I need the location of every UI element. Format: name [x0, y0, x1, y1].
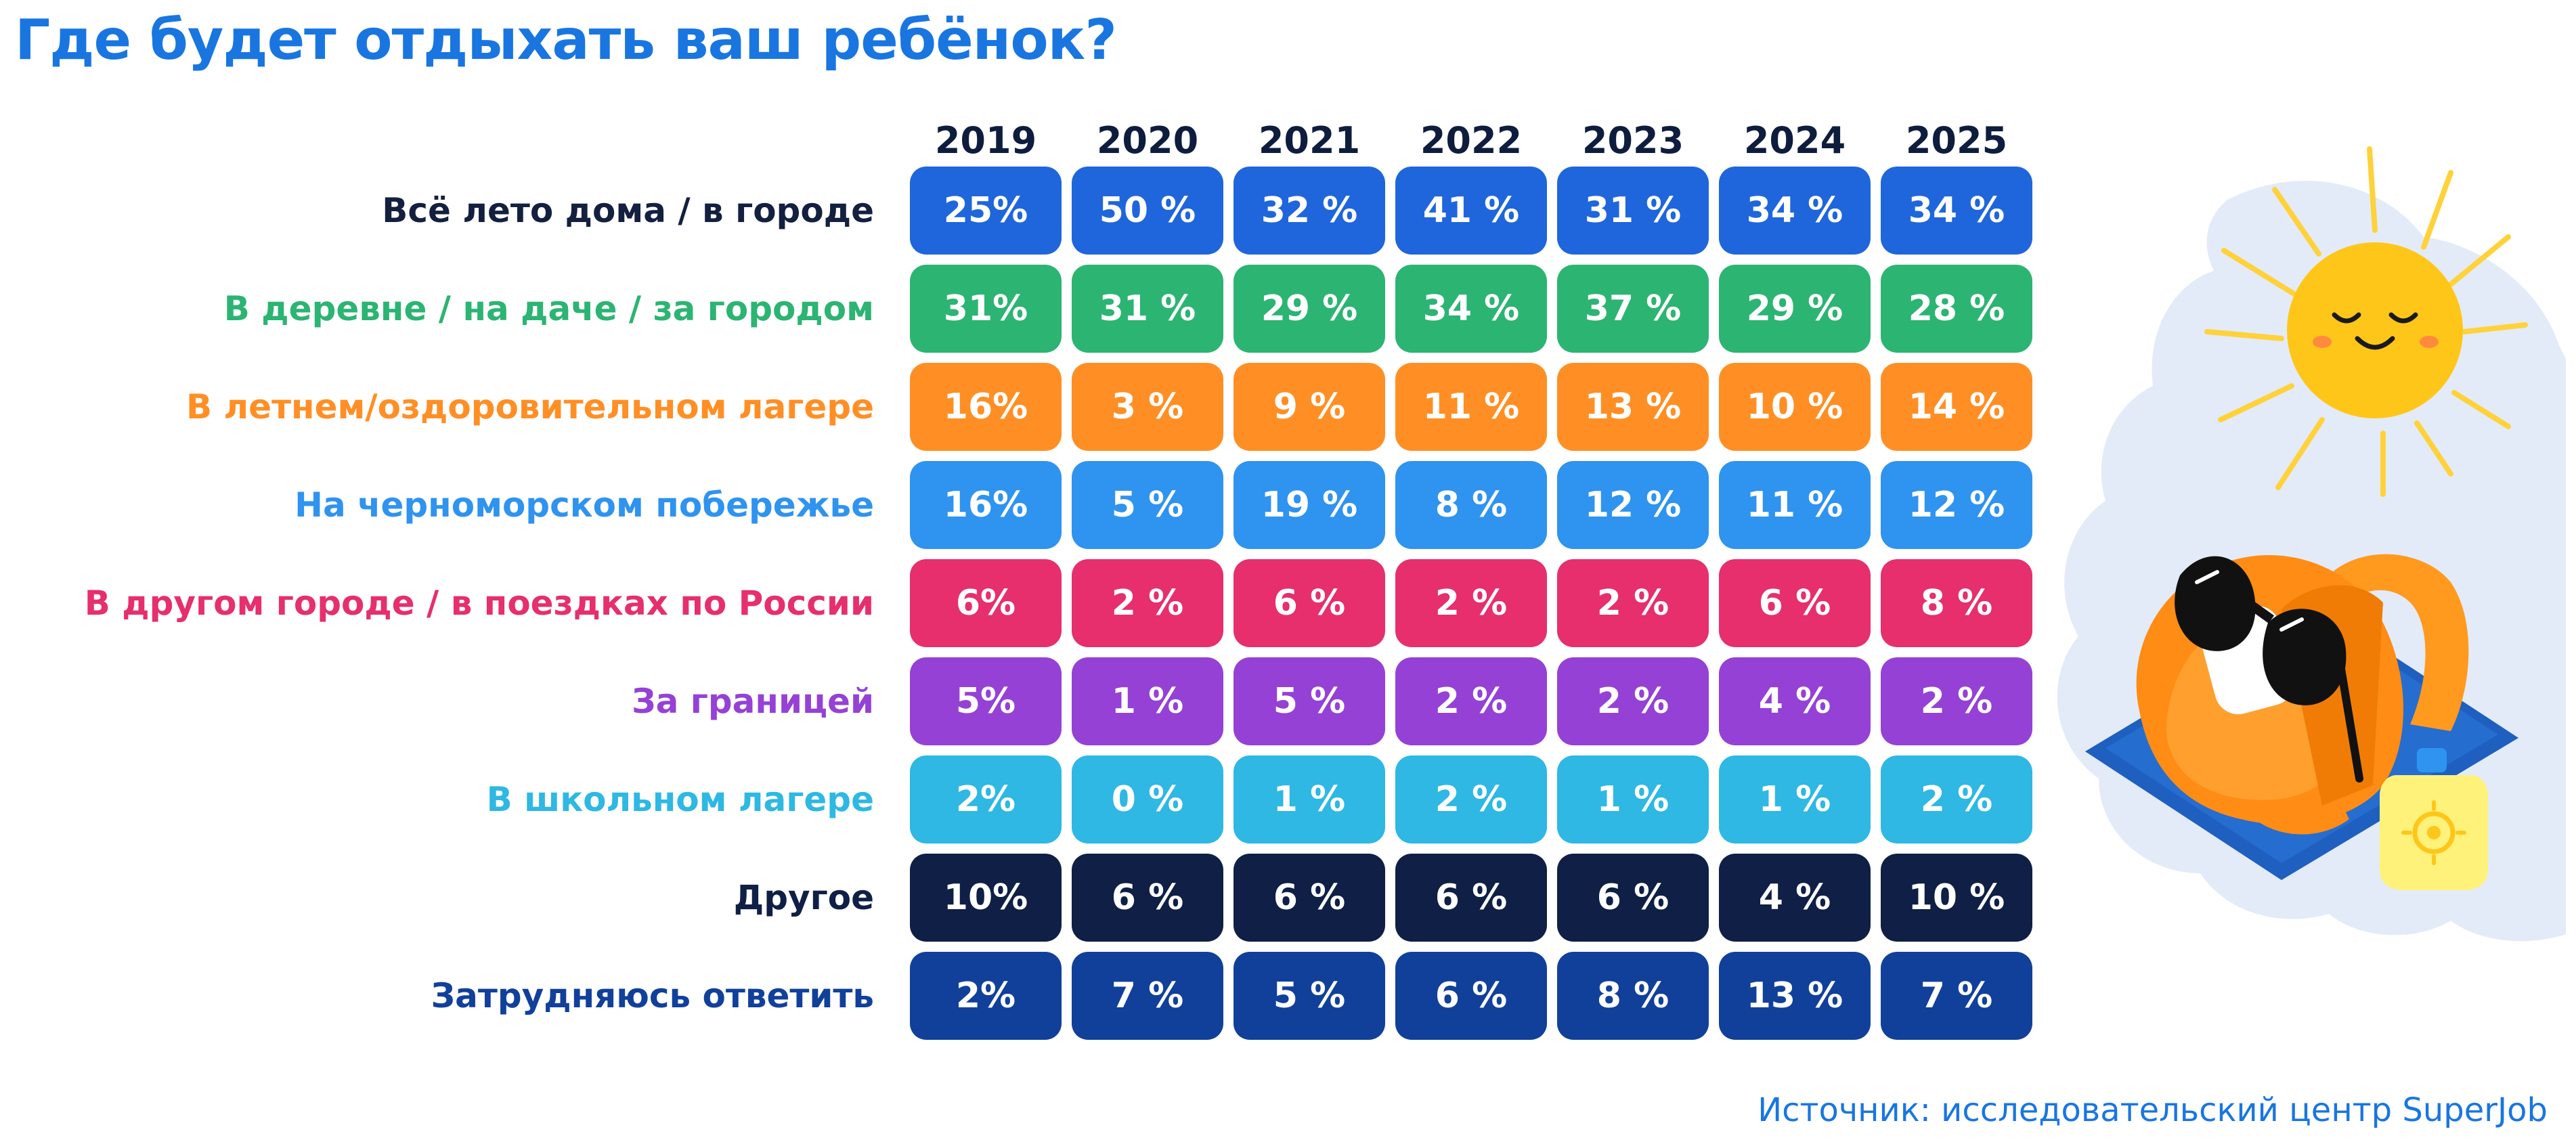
value-cell: 6 %: [1395, 854, 1547, 942]
value-cell: 7 %: [1881, 952, 2032, 1040]
value-cell: 2 %: [1072, 559, 1223, 647]
value-cell: 10%: [910, 854, 1062, 942]
backpack-with-sunglasses-icon: [2136, 554, 2469, 835]
value-cell: 25%: [910, 167, 1062, 255]
row-label: Другое: [733, 878, 874, 917]
page-title: Где будет отдыхать ваш ребёнок?: [15, 8, 1117, 72]
value-cell: 4 %: [1719, 854, 1871, 942]
illustration-svg: [2057, 146, 2566, 942]
value-cell: 1 %: [1557, 755, 1709, 843]
value-cell: 6 %: [1234, 854, 1385, 942]
value-cell: 6 %: [1719, 559, 1871, 647]
row-label: В школьном лагере: [486, 780, 874, 819]
value-cell: 12 %: [1557, 461, 1709, 549]
year-header-2023: 2023: [1581, 119, 1684, 162]
value-cell: 29 %: [1234, 265, 1385, 353]
value-cell: 41 %: [1395, 167, 1547, 255]
value-cell: 5 %: [1072, 461, 1223, 549]
value-cell: 1 %: [1072, 657, 1223, 745]
value-cell: 2%: [910, 952, 1062, 1040]
value-cell: 50 %: [1072, 167, 1223, 255]
value-cell: 5 %: [1234, 952, 1385, 1040]
value-cell: 9 %: [1234, 363, 1385, 451]
value-cell: 7 %: [1072, 952, 1223, 1040]
value-cell: 0 %: [1072, 755, 1223, 843]
value-cell: 28 %: [1881, 265, 2032, 353]
value-cell: 16%: [910, 363, 1062, 451]
value-cell: 1 %: [1234, 755, 1385, 843]
value-cell: 2 %: [1881, 657, 2032, 745]
value-cell: 2 %: [1557, 657, 1709, 745]
smiling-sun-icon: [2204, 146, 2528, 497]
row-label: В деревне / на даче / за городом: [223, 289, 874, 328]
row-label: Всё лето дома / в городе: [382, 191, 874, 230]
value-cell: 10 %: [1881, 854, 2032, 942]
summer-illustration: [2004, 135, 2566, 950]
year-header-2020: 2020: [1096, 119, 1199, 162]
value-cell: 34 %: [1719, 167, 1871, 255]
value-cell: 10 %: [1719, 363, 1871, 451]
value-cell: 32 %: [1234, 167, 1385, 255]
value-cell: 31%: [910, 265, 1062, 353]
value-cell: 5%: [910, 657, 1062, 745]
row-label: Затрудняюсь ответить: [431, 976, 874, 1015]
value-cell: 8 %: [1557, 952, 1709, 1040]
row-label: За границей: [632, 682, 874, 721]
value-cell: 2 %: [1395, 755, 1547, 843]
row-label: В летнем/оздоровительном лагере: [186, 387, 874, 426]
value-cell: 19 %: [1234, 461, 1385, 549]
value-cell: 5 %: [1234, 657, 1385, 745]
value-cell: 11 %: [1395, 363, 1547, 451]
value-cell: 31 %: [1072, 265, 1223, 353]
value-cell: 31 %: [1557, 167, 1709, 255]
value-cell: 6 %: [1557, 854, 1709, 942]
source-note: Источник: исследовательский центр SuperJ…: [1758, 1091, 2548, 1129]
year-header-2024: 2024: [1743, 119, 1846, 162]
sunscreen-bottle-icon: [2380, 748, 2488, 890]
value-cell: 6 %: [1072, 854, 1223, 942]
year-header-2025: 2025: [1905, 119, 2008, 162]
value-cell: 6%: [910, 559, 1062, 647]
value-cell: 14 %: [1881, 363, 2032, 451]
value-cell: 2 %: [1881, 755, 2032, 843]
value-cell: 2%: [910, 755, 1062, 843]
value-cell: 37 %: [1557, 265, 1709, 353]
row-label: На черноморском побережье: [294, 485, 874, 525]
value-cell: 6 %: [1395, 952, 1547, 1040]
value-cell: 2 %: [1395, 559, 1547, 647]
value-cell: 11 %: [1719, 461, 1871, 549]
value-cell: 4 %: [1719, 657, 1871, 745]
year-header-2019: 2019: [934, 119, 1037, 162]
value-cell: 16%: [910, 461, 1062, 549]
value-cell: 8 %: [1395, 461, 1547, 549]
value-cell: 6 %: [1234, 559, 1385, 647]
value-cell: 2 %: [1557, 559, 1709, 647]
value-cell: 13 %: [1719, 952, 1871, 1040]
value-cell: 34 %: [1395, 265, 1547, 353]
value-cell: 13 %: [1557, 363, 1709, 451]
value-cell: 3 %: [1072, 363, 1223, 451]
value-cell: 29 %: [1719, 265, 1871, 353]
year-header-2022: 2022: [1420, 119, 1523, 162]
value-cell: 34 %: [1881, 167, 2032, 255]
value-cell: 8 %: [1881, 559, 2032, 647]
year-header-2021: 2021: [1258, 119, 1361, 162]
value-cell: 1 %: [1719, 755, 1871, 843]
value-cell: 2 %: [1395, 657, 1547, 745]
row-label: В другом городе / в поездках по России: [84, 584, 874, 623]
value-cell: 12 %: [1881, 461, 2032, 549]
